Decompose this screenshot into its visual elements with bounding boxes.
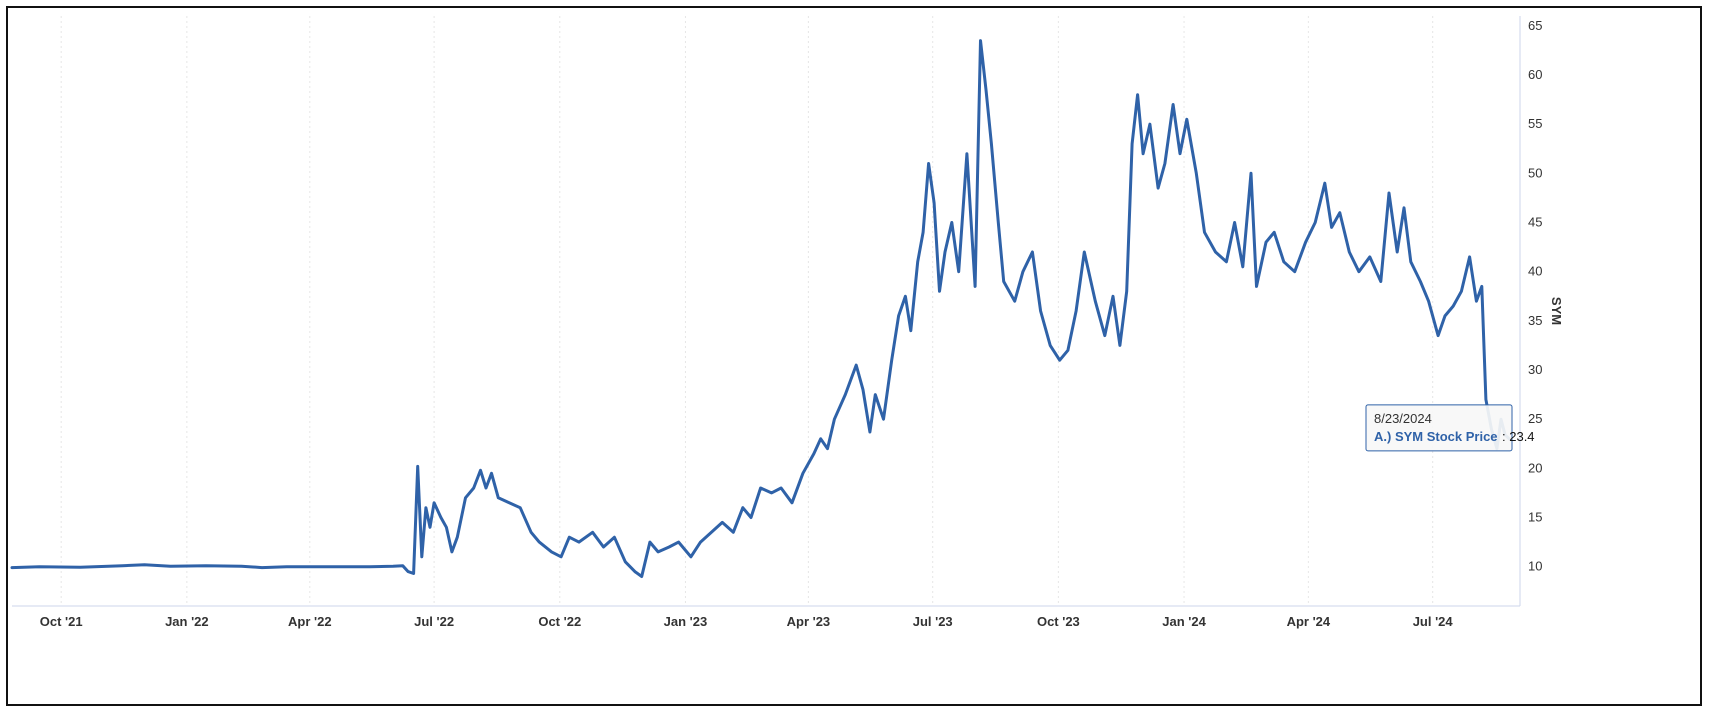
x-tick-label: Jan '23 bbox=[664, 614, 708, 629]
x-tick-label: Apr '22 bbox=[288, 614, 332, 629]
y-tick-label: 65 bbox=[1528, 18, 1542, 33]
y-tick-label: 45 bbox=[1528, 215, 1542, 230]
y-tick-label: 35 bbox=[1528, 313, 1542, 328]
y-tick-label: 10 bbox=[1528, 559, 1542, 574]
x-tick-label: Jan '24 bbox=[1162, 614, 1206, 629]
y-tick-label: 60 bbox=[1528, 67, 1542, 82]
y-tick-label: 20 bbox=[1528, 460, 1542, 475]
series-line-0 bbox=[10, 39, 1511, 578]
hover-tooltip: 8/23/2024 A.) SYM Stock Price : 23.4 bbox=[1365, 404, 1535, 452]
y-tick-label: 55 bbox=[1528, 116, 1542, 131]
series-layer bbox=[10, 39, 1511, 578]
x-axis-ticks: Oct '21 Jan '22 Apr '22 Jul '22 Oct '22 Jan '… bbox=[40, 614, 1454, 629]
y-axis-ticks: 10 15 20 25 30 35 40 45 50 55 60 65 bbox=[1528, 18, 1542, 574]
x-tick-label: Jul '23 bbox=[913, 614, 953, 629]
vertical-gridlines bbox=[60, 16, 1434, 606]
tooltip-series-label: A.) SYM Stock Price bbox=[1374, 429, 1498, 444]
x-tick-label: Apr '24 bbox=[1287, 614, 1331, 629]
x-tick-label: Jul '24 bbox=[1413, 614, 1454, 629]
stock-price-chart: 10 15 20 25 30 35 40 45 50 55 60 65 Oct '21 Jan '22 A… bbox=[10, 16, 1564, 629]
chart-frame: 10 15 20 25 30 35 40 45 50 55 60 65 Oct '21 Jan '22 A… bbox=[6, 6, 1702, 706]
tooltip-value: 23.4 bbox=[1509, 429, 1534, 444]
y-tick-label: 50 bbox=[1528, 165, 1542, 180]
x-tick-label: Oct '23 bbox=[1037, 614, 1080, 629]
x-tick-label: Jul '22 bbox=[414, 614, 454, 629]
y-tick-label: 30 bbox=[1528, 362, 1542, 377]
x-tick-label: Oct '22 bbox=[538, 614, 581, 629]
x-tick-label: Oct '21 bbox=[40, 614, 83, 629]
x-tick-label: Apr '23 bbox=[787, 614, 831, 629]
y-axis-title: SYM bbox=[1549, 297, 1564, 325]
x-tick-label: Jan '22 bbox=[165, 614, 209, 629]
y-tick-label: 15 bbox=[1528, 510, 1542, 525]
y-tick-label: 25 bbox=[1528, 411, 1542, 426]
tooltip-box bbox=[1365, 404, 1513, 452]
tooltip-date: 8/23/2024 bbox=[1374, 411, 1432, 426]
svg-text:A.) SYM Stock Price :: A.) SYM Stock Price : 23.4 bbox=[1374, 428, 1535, 445]
y-tick-label: 40 bbox=[1528, 264, 1542, 279]
